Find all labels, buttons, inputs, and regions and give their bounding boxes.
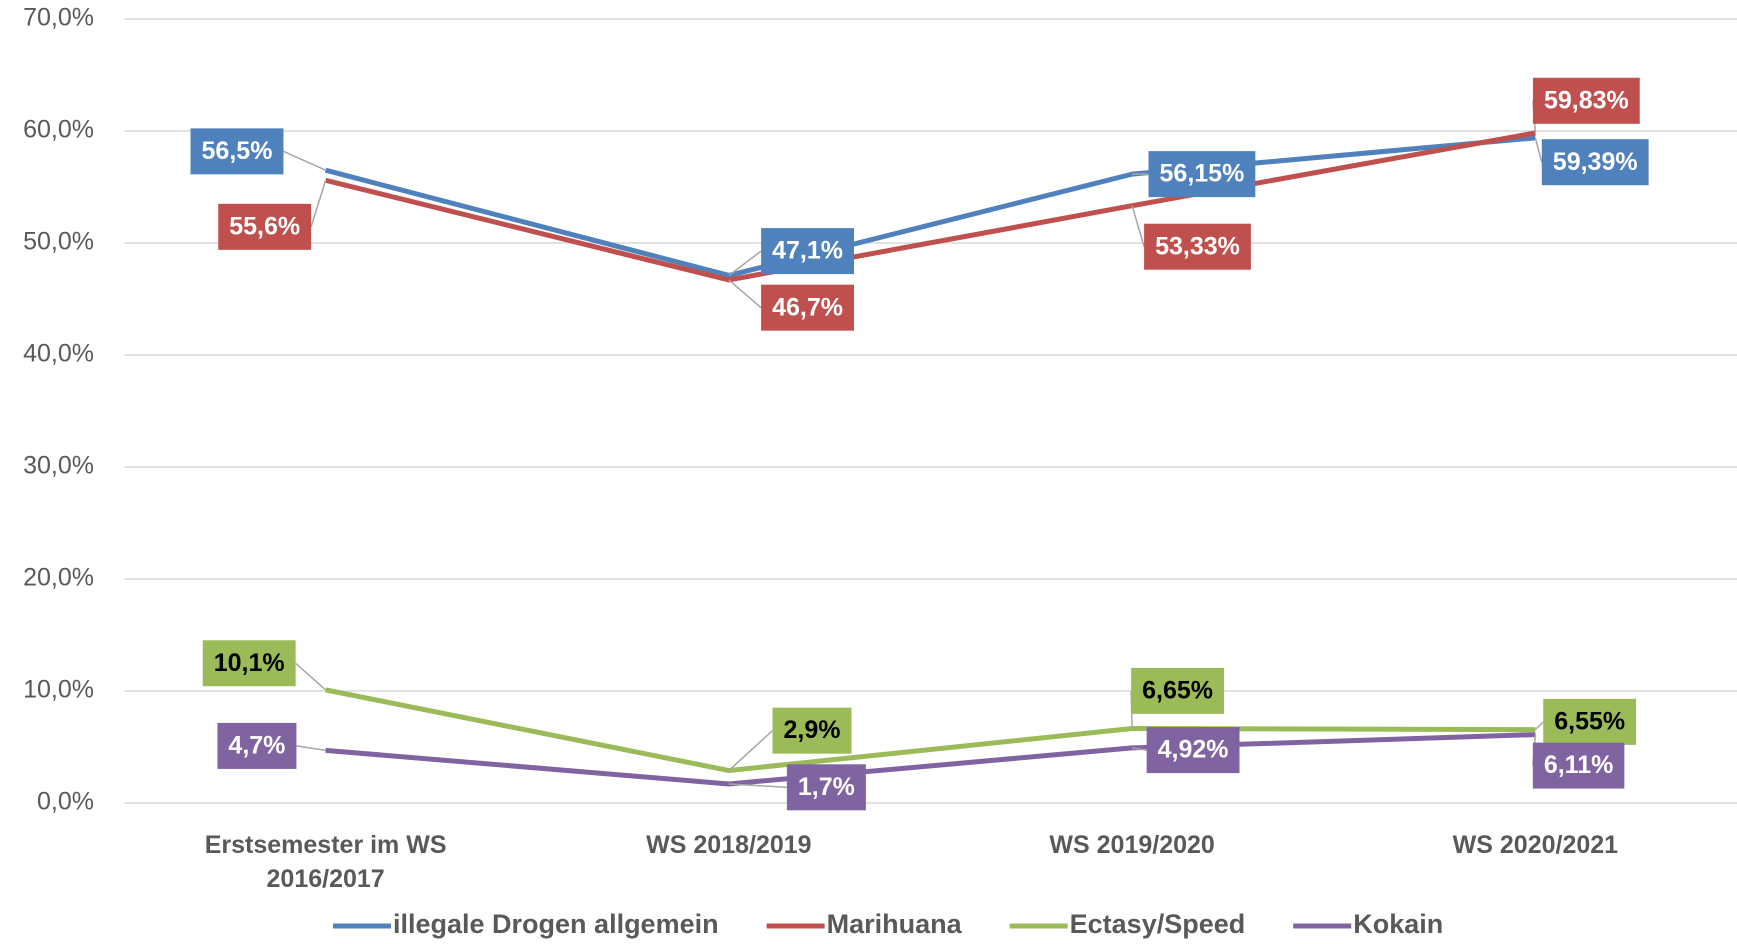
data-label: 4,7% (228, 732, 285, 760)
data-label-box (761, 228, 854, 275)
leader-line (1131, 205, 1145, 247)
y-tick-label: 70,0% (23, 4, 94, 32)
y-tick-label: 20,0% (23, 564, 94, 592)
series-line (325, 130, 1536, 283)
leader-line (728, 250, 762, 277)
y-tick-label: 40,0% (23, 340, 94, 368)
data-label: 4,92% (1158, 736, 1229, 764)
leader-line (728, 279, 762, 309)
data-label-box (1541, 139, 1649, 186)
data-label: 56,5% (202, 137, 273, 165)
data-label: 55,6% (229, 212, 300, 240)
data-label-box (1532, 742, 1625, 789)
data-label-box (1543, 698, 1637, 745)
leader-line (296, 745, 326, 752)
data-label-box (1144, 223, 1251, 270)
y-tick-label: 60,0% (23, 116, 94, 144)
data-label-box (761, 284, 854, 331)
leader-line (1132, 747, 1147, 751)
data-label: 1,7% (798, 773, 855, 801)
legend-label: Marihuana (827, 909, 963, 939)
data-label-box (1131, 667, 1224, 714)
leader-line (310, 180, 327, 228)
data-label-box (1148, 151, 1256, 198)
leader-line (295, 662, 327, 691)
x-tick-label: WS 2020/2021 (1452, 831, 1619, 859)
data-label: 59,39% (1553, 148, 1638, 176)
data-label: 46,7% (772, 293, 843, 321)
series-line (324, 135, 1536, 278)
data-label-box (218, 203, 312, 250)
data-label: 6,55% (1554, 707, 1625, 735)
data-label: 6,11% (1544, 751, 1614, 779)
leader-line (283, 150, 326, 171)
legend-label: Ectasy/Speed (1070, 909, 1246, 939)
data-label-box (1532, 77, 1640, 124)
leader-line (728, 783, 787, 789)
data-label: 53,33% (1155, 232, 1240, 260)
data-label-box (190, 128, 284, 175)
data-label-box (202, 640, 296, 687)
series-line (325, 687, 1536, 774)
data-label-box (217, 722, 297, 769)
x-tick-label: WS 2019/2020 (1049, 831, 1215, 859)
y-tick-label: 10,0% (23, 676, 94, 704)
data-label: 2,9% (783, 716, 840, 744)
series-line (325, 732, 1536, 787)
y-tick-label: 30,0% (23, 452, 94, 480)
y-tick-label: 0,0% (37, 788, 94, 816)
data-label: 56,15% (1160, 160, 1245, 188)
y-tick-label: 50,0% (23, 228, 94, 256)
data-label: 59,83% (1544, 86, 1629, 114)
leader-line (728, 730, 773, 772)
data-label-box (786, 764, 866, 811)
data-label: 10,1% (214, 649, 285, 677)
data-label-box (772, 707, 852, 754)
data-label: 47,1% (772, 237, 843, 265)
legend-label: illegale Drogen allgemein (393, 909, 719, 939)
data-label-box (1146, 727, 1240, 774)
legend-label: Kokain (1353, 909, 1443, 939)
x-tick-label: WS 2018/2019 (646, 831, 812, 859)
x-tick-label: Erstsemester im WS 2016/2017 (204, 831, 447, 893)
leader-line (1534, 137, 1543, 163)
leader-line (1534, 721, 1544, 731)
data-label: 6,65% (1142, 676, 1213, 704)
